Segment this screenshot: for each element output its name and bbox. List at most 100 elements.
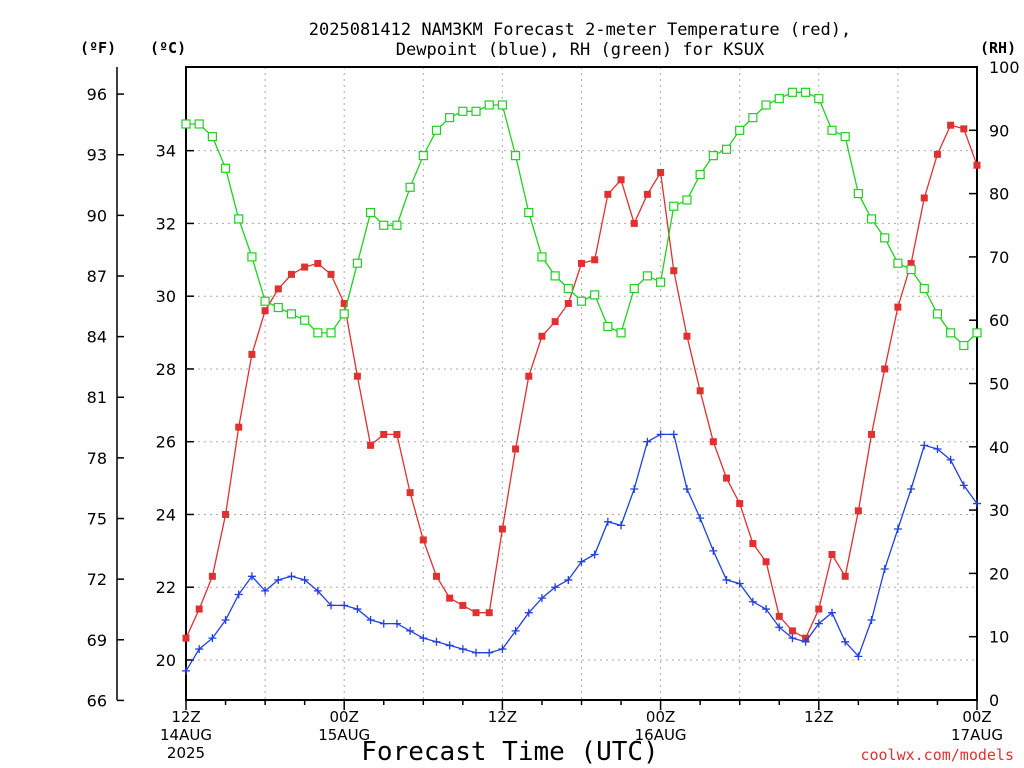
celsius-tick-label: 32 (156, 214, 176, 233)
data-point (827, 608, 836, 617)
data-point (880, 233, 890, 243)
data-point (207, 132, 217, 142)
data-point (893, 525, 902, 534)
data-point (405, 182, 415, 192)
data-point (195, 645, 204, 654)
data-point (340, 601, 349, 610)
data-point (788, 627, 796, 635)
data-point (867, 615, 876, 624)
data-point (603, 517, 612, 526)
data-point (959, 481, 968, 490)
data-point (722, 575, 731, 584)
data-point (564, 299, 572, 307)
data-point (866, 214, 877, 224)
celsius-tick-label: 28 (156, 360, 176, 379)
celsius-tick-label: 22 (156, 578, 176, 597)
data-point (828, 550, 836, 558)
data-point (696, 387, 704, 395)
data-point (484, 100, 494, 110)
data-point (208, 634, 217, 643)
data-point (932, 309, 943, 319)
data-point (709, 438, 717, 446)
data-point (630, 219, 638, 227)
data-point (182, 634, 190, 642)
data-point (406, 489, 414, 497)
data-point (973, 499, 981, 508)
data-point (432, 572, 440, 580)
data-point (695, 170, 705, 180)
data-point (458, 645, 467, 654)
chart-title-line-2: Dewpoint (blue), RH (green) for KSUX (396, 40, 765, 60)
data-point (814, 619, 823, 628)
data-point (485, 609, 493, 617)
x-tick-label: 14AUG (160, 726, 212, 744)
chart-title-line-1: 2025081412 NAM3KM Forecast 2-meter Tempe… (309, 20, 851, 40)
data-point (366, 615, 375, 624)
data-point (326, 328, 336, 338)
data-point (735, 125, 745, 135)
data-point (418, 151, 428, 161)
data-point (801, 87, 811, 97)
data-point (669, 201, 679, 211)
data-point (762, 605, 771, 614)
data-point (657, 169, 665, 176)
celsius-tick-label: 26 (156, 433, 176, 452)
data-point (273, 302, 283, 313)
fahrenheit-tick-label: 87 (87, 267, 107, 286)
celsius-tick-label: 34 (156, 142, 176, 161)
data-point (801, 637, 810, 646)
rh-tick-label: 60 (989, 311, 1009, 330)
fahrenheit-tick-label: 66 (87, 691, 107, 710)
data-point (709, 546, 718, 555)
rh-tick-label: 40 (989, 438, 1009, 457)
series-temperature (182, 121, 981, 642)
rh-unit-label: (RH) (980, 39, 1016, 57)
data-point (617, 176, 625, 184)
data-point (642, 271, 653, 281)
data-point (392, 220, 402, 230)
data-point (392, 619, 401, 628)
data-point (670, 267, 678, 275)
data-point (286, 309, 297, 319)
data-point (313, 328, 323, 338)
plot-frame (185, 66, 978, 701)
data-series (181, 87, 982, 675)
x-tick-label: 17AUG (951, 726, 1003, 744)
rh-tick-label: 70 (989, 248, 1009, 267)
data-point (748, 113, 758, 123)
data-point (261, 586, 270, 595)
rh-tick-label: 10 (989, 628, 1009, 647)
rh-tick-label: 100 (989, 58, 1020, 77)
data-point (881, 365, 889, 373)
data-point (314, 259, 322, 267)
data-point (906, 264, 916, 275)
data-point (524, 608, 533, 617)
data-point (446, 594, 454, 602)
data-point (682, 195, 692, 205)
data-point (736, 500, 744, 508)
data-point (524, 207, 534, 218)
data-point (537, 252, 547, 262)
data-point (774, 94, 784, 104)
data-point (327, 601, 336, 610)
data-point (471, 106, 481, 116)
data-point (721, 144, 732, 154)
data-point (920, 194, 928, 202)
data-point (287, 572, 296, 581)
data-point (578, 259, 585, 267)
data-point (576, 296, 587, 306)
data-point (894, 303, 902, 311)
x-tick-label: 12Z (171, 708, 200, 726)
rh-tick-label: 90 (989, 121, 1009, 140)
series-dewpoint (182, 430, 981, 675)
data-point (591, 256, 599, 264)
data-point (551, 583, 560, 592)
data-point (656, 430, 665, 439)
x-tick-label: 12Z (804, 708, 833, 726)
data-point (749, 540, 757, 548)
celsius-tick-label: 24 (156, 505, 176, 524)
data-point (854, 652, 863, 661)
data-point (300, 315, 310, 325)
x-tick-label: 12Z (488, 708, 517, 726)
